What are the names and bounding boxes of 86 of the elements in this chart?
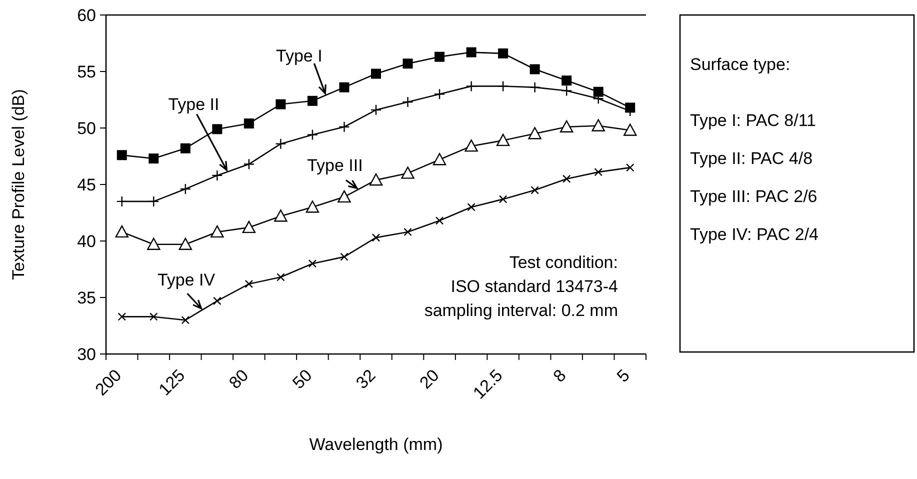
text: Type I: PAC 8/11 (690, 111, 816, 130)
point (562, 86, 572, 96)
x-tick-label: 20 (416, 366, 443, 393)
point (530, 186, 539, 194)
x-tick-label: 5 (613, 366, 634, 386)
point (306, 200, 320, 213)
point (464, 139, 478, 152)
x-axis-title: Wavelength (mm) (309, 435, 443, 454)
point (181, 316, 190, 324)
y-tick-label: 40 (77, 232, 96, 251)
point (308, 260, 316, 268)
point (212, 124, 222, 134)
point (624, 124, 637, 136)
point (307, 130, 318, 140)
point (212, 170, 222, 180)
x-tick-label: 50 (288, 366, 316, 393)
point (116, 150, 127, 160)
y-tick-label: 35 (77, 288, 96, 308)
point (118, 312, 126, 321)
point (594, 168, 602, 176)
point (466, 47, 476, 58)
text: Type II: PAC 4/8 (690, 149, 813, 168)
point (402, 58, 413, 69)
point (562, 174, 571, 183)
point (626, 164, 634, 172)
text: Type IV: PAC 2/4 (690, 225, 819, 244)
series-label: Type III (307, 156, 363, 176)
point (499, 195, 508, 204)
annotation: ISO standard 13473-4 (450, 277, 618, 296)
point (369, 173, 383, 186)
point (210, 225, 224, 238)
point (593, 86, 604, 97)
point (432, 153, 446, 166)
annotation: sampling interval: 0.2 mm (424, 301, 618, 320)
y-tick-label: 50 (77, 118, 96, 138)
point (592, 119, 605, 132)
point (178, 238, 192, 250)
x-tick-label: 80 (225, 366, 252, 393)
point (498, 81, 508, 92)
point (530, 82, 540, 92)
point (560, 120, 574, 132)
point (528, 127, 542, 140)
y-axis-title: Texture Profile Level (dB) (9, 89, 28, 280)
point (244, 159, 254, 170)
point (274, 210, 288, 222)
x-tick-label: 8 (550, 366, 570, 386)
point (244, 118, 254, 128)
point (339, 122, 350, 132)
annotation: Test condition: (509, 253, 618, 272)
point (147, 238, 160, 250)
point (150, 312, 158, 321)
point (498, 48, 508, 58)
text: Surface type: (690, 55, 790, 74)
point (562, 76, 572, 86)
y-tick-label: 30 (77, 344, 96, 364)
y-tick-label: 55 (77, 62, 96, 82)
point (244, 280, 253, 288)
y-tick-label: 45 (77, 175, 96, 194)
point (530, 64, 540, 74)
point (401, 166, 414, 179)
series-label: Type I (276, 46, 322, 66)
point (339, 82, 350, 92)
point (436, 216, 444, 225)
point (276, 99, 286, 110)
y-tick-label: 60 (77, 6, 96, 25)
point (466, 81, 476, 92)
point (213, 296, 222, 305)
series-label: Type IV (157, 270, 216, 290)
point (402, 97, 413, 108)
point (404, 228, 412, 236)
point (148, 154, 159, 164)
point (115, 225, 128, 238)
point (338, 190, 351, 203)
point (467, 203, 476, 212)
text: Type II (168, 95, 220, 114)
point (496, 134, 510, 146)
point (276, 138, 286, 149)
point (242, 220, 256, 234)
text: Type III: PAC 2/6 (690, 187, 818, 206)
point (307, 96, 318, 106)
x-tick-label: 125 (155, 366, 189, 400)
point (434, 52, 445, 62)
x-tick-label: 32 (352, 366, 380, 393)
point (180, 143, 190, 154)
x-tick-label: 200 (92, 366, 126, 400)
point (371, 68, 381, 79)
